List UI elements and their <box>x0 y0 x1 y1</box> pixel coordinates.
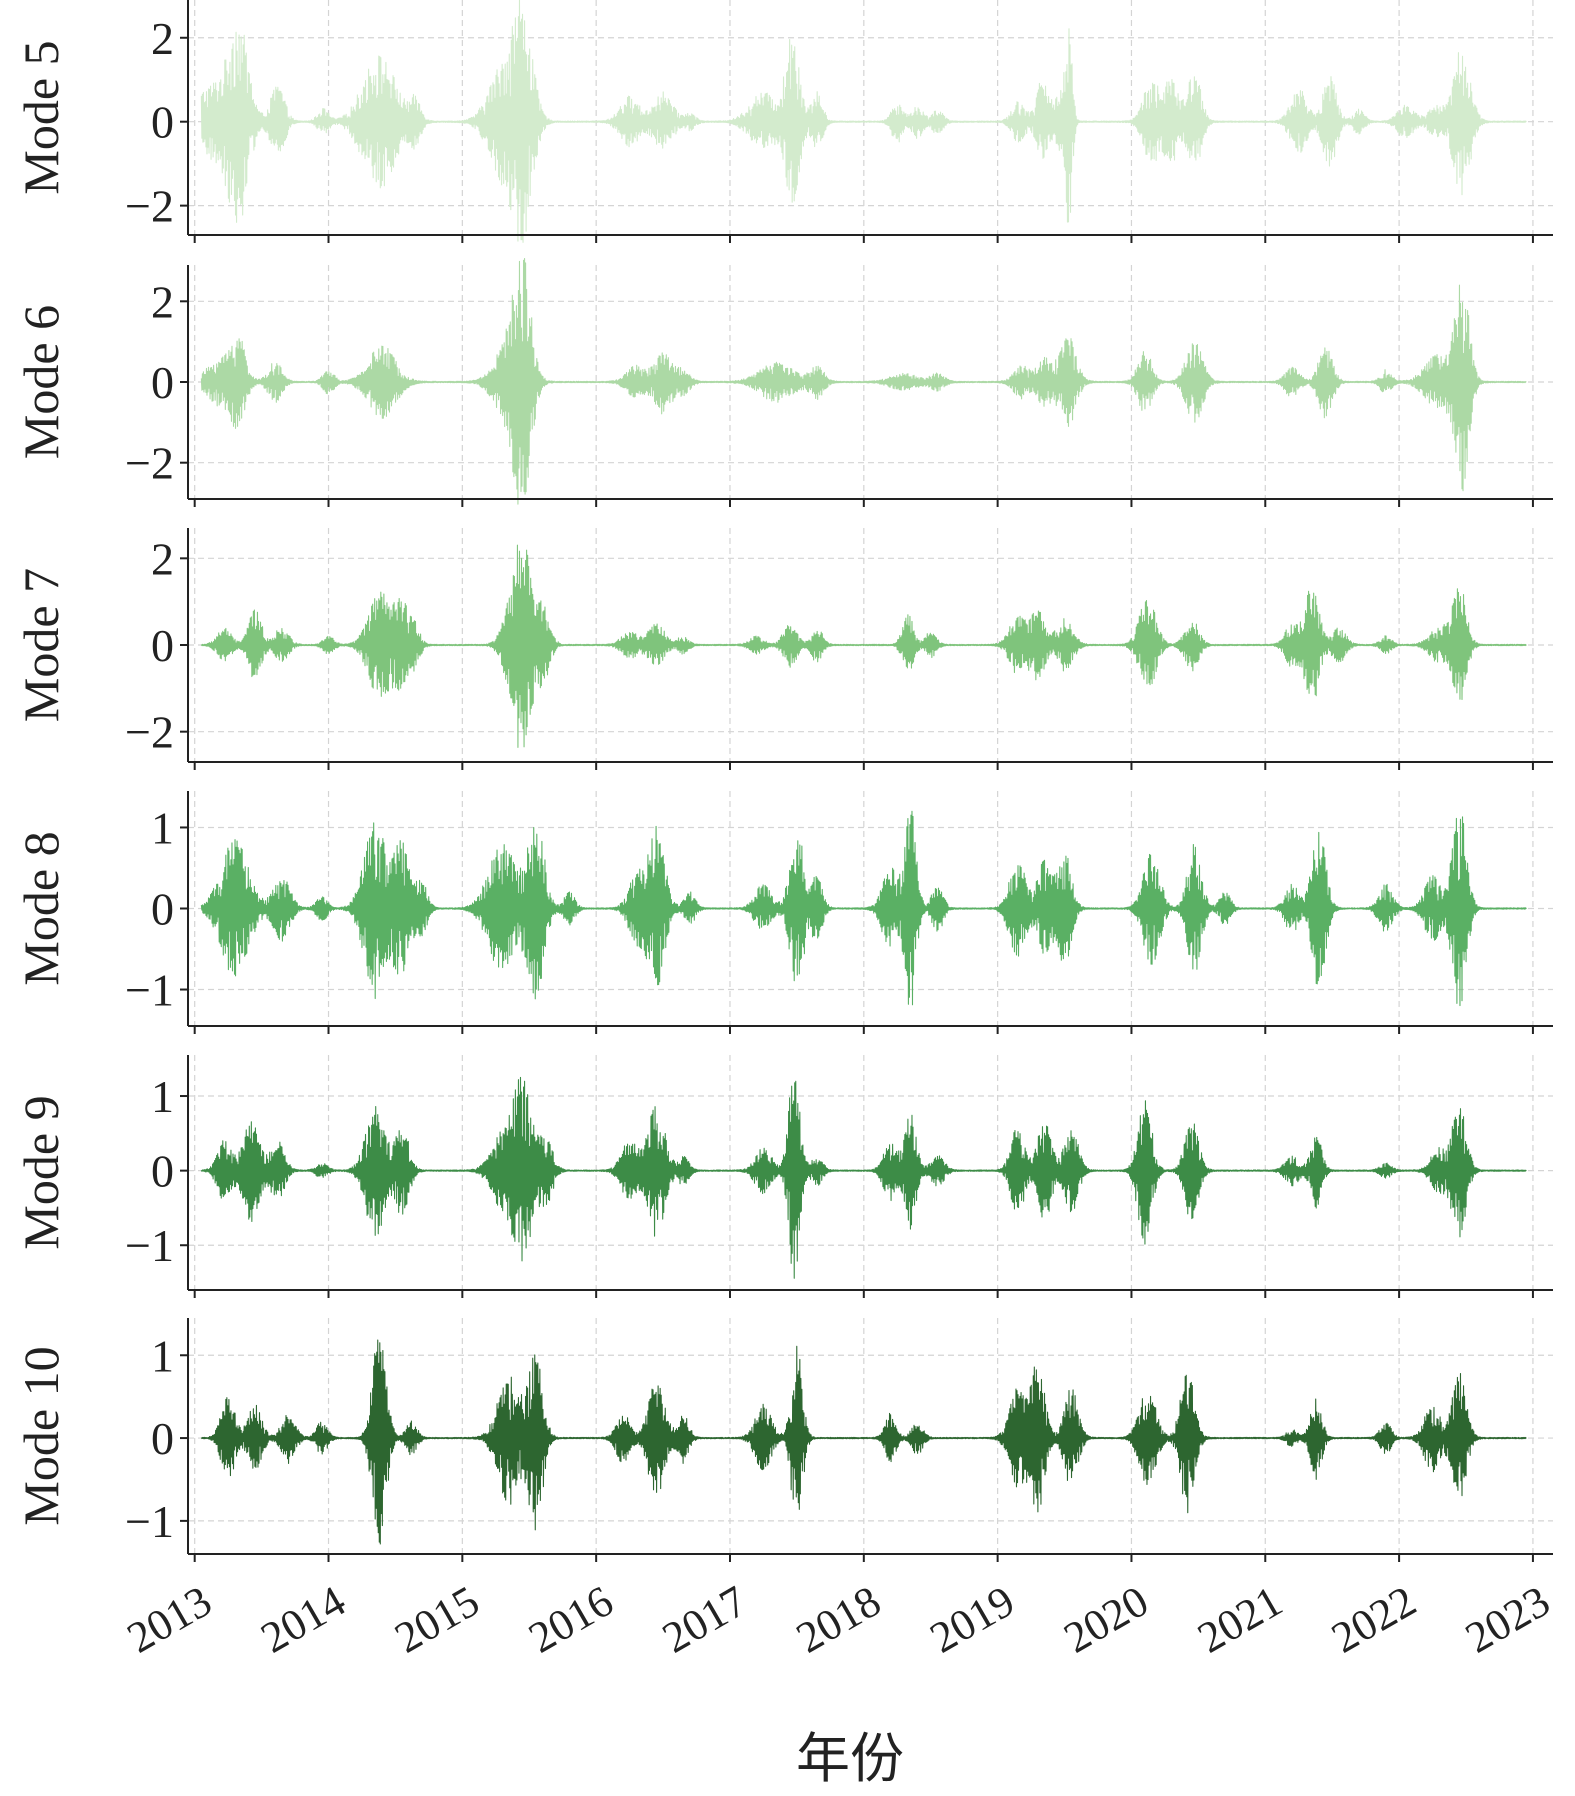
panel-8: 1 0 −1 Mode 8 <box>13 791 1553 1034</box>
y-axis-label: Mode 8 <box>13 831 69 985</box>
y-tick-label: −1 <box>125 1496 174 1547</box>
y-tick-label: 0 <box>151 884 174 935</box>
y-tick-label: 2 <box>151 533 174 584</box>
y-tick-label: −1 <box>125 965 174 1016</box>
y-tick-label: 0 <box>151 620 174 671</box>
x-axis-label: 年份 <box>796 1729 904 1789</box>
y-tick-label: −2 <box>125 438 174 489</box>
y-tick-label: −1 <box>125 1220 174 1271</box>
panel-10: 1 0 −1 Mode 10 <box>13 1318 1553 1562</box>
y-tick-label: 1 <box>151 1071 174 1122</box>
y-tick-label: 1 <box>151 802 174 853</box>
mode-signal-line <box>200 1339 1527 1545</box>
panel-5: 2 0 −2 Mode 5 <box>13 0 1553 243</box>
y-axis-label: Mode 10 <box>13 1346 69 1525</box>
mode-signal-line <box>200 0 1527 243</box>
y-tick-label: 2 <box>151 276 174 327</box>
y-tick-label: −2 <box>125 181 174 232</box>
panel-7: 2 0 −2 Mode 7 <box>13 528 1553 770</box>
panel-6: 2 0 −2 Mode 6 <box>13 257 1553 507</box>
panel-9: 1 0 −1 Mode 9 <box>13 1055 1553 1298</box>
y-axis-label: Mode 5 <box>13 40 69 194</box>
y-tick-label: 0 <box>151 97 174 148</box>
y-axis-label: Mode 7 <box>13 568 69 722</box>
mode-signal-line <box>200 810 1527 1007</box>
y-tick-label: 2 <box>151 13 174 64</box>
mode-signal-line <box>200 544 1527 748</box>
y-tick-label: 1 <box>151 1330 174 1381</box>
y-tick-label: 0 <box>151 357 174 408</box>
mode-signal-line <box>200 257 1527 505</box>
y-tick-label: 0 <box>151 1413 174 1464</box>
mode-signal-line <box>200 1076 1527 1279</box>
panels-group: 2 0 −2 Mode 5 2 0 −2 Mode 6 2 0 −2 Mode 7 1 0 −1 Mode 8… <box>13 0 1553 1562</box>
y-tick-label: 0 <box>151 1146 174 1197</box>
y-axis-label: Mode 6 <box>13 305 69 459</box>
y-tick-label: −2 <box>125 707 174 758</box>
y-axis-label: Mode 9 <box>13 1095 69 1249</box>
